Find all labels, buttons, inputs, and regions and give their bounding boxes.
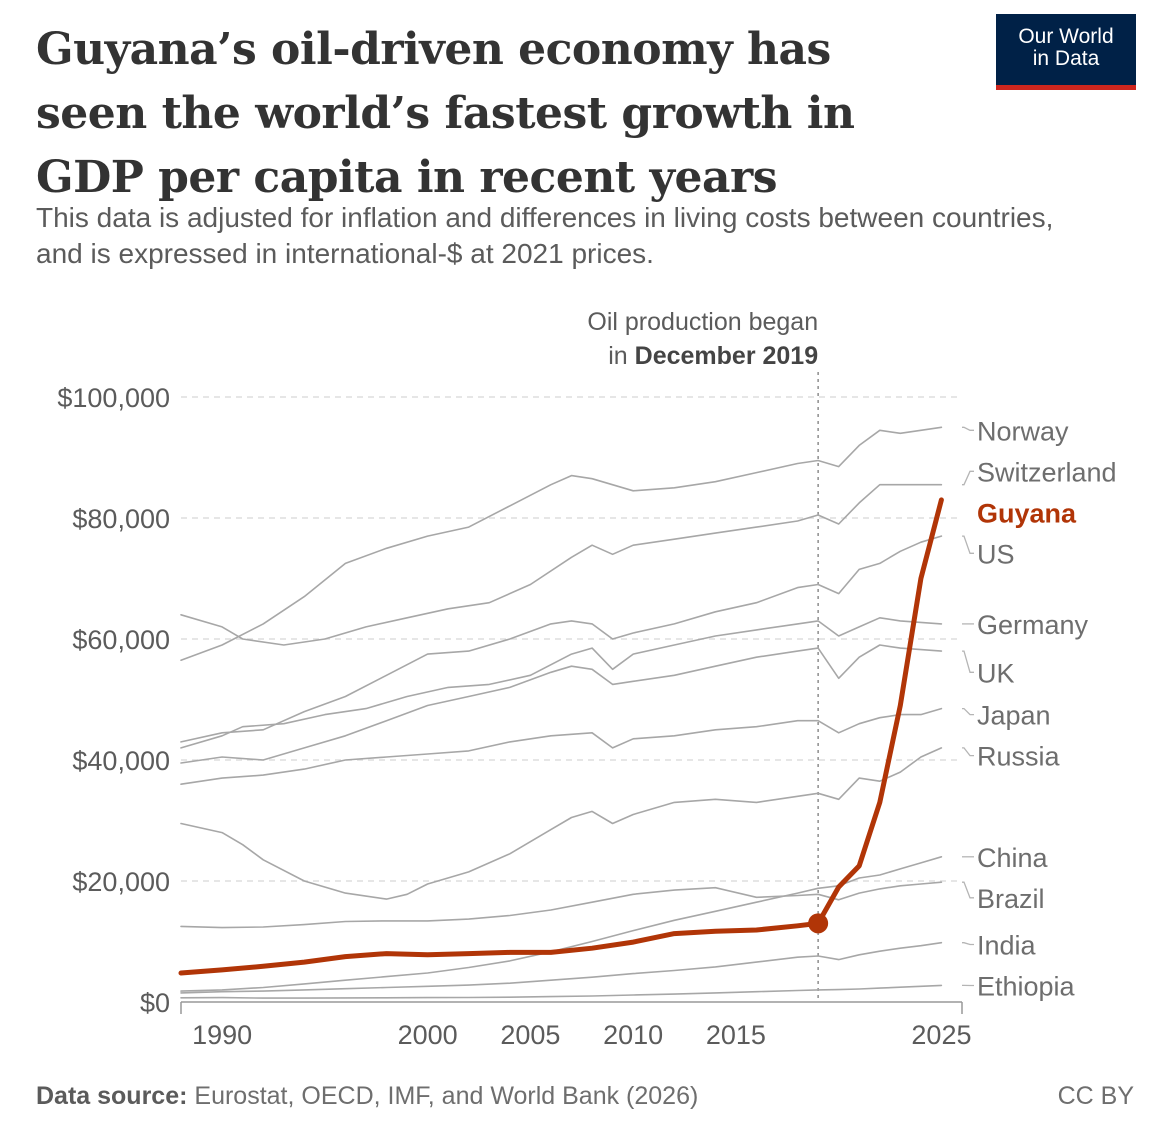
series-label-guyana: Guyana (977, 498, 1077, 528)
owid-logo[interactable]: Our World in Data (996, 14, 1136, 90)
y-tick-label: $100,000 (57, 383, 170, 413)
series-label-japan: Japan (977, 701, 1051, 731)
y-tick-label: $40,000 (72, 746, 170, 776)
y-tick-label: $60,000 (72, 625, 170, 655)
series-label-norway: Norway (977, 416, 1069, 446)
series-line-us (180, 535, 943, 743)
series-label-us: US (977, 539, 1015, 569)
series-line-norway (180, 426, 943, 662)
x-tick-label: 1990 (192, 1020, 252, 1050)
label-connector-brazil (962, 881, 974, 899)
series-line-japan (180, 707, 943, 786)
logo-line-2: in Data (1032, 47, 1100, 70)
guyana-2019-marker (808, 913, 829, 934)
series-label-uk: UK (977, 658, 1015, 688)
label-connector-us (962, 535, 974, 554)
label-connector-uk (962, 650, 974, 673)
series-line-guyana (178, 497, 944, 976)
series-line-germany (180, 616, 943, 749)
y-tick-label: $0 (140, 988, 170, 1018)
label-connector-switzerland (962, 470, 974, 486)
logo-line-1: Our World (1018, 25, 1114, 48)
series-label-ethiopia: Ethiopia (977, 972, 1076, 1002)
data-source-label: Data source: (36, 1082, 188, 1110)
series-label-brazil: Brazil (977, 884, 1045, 914)
series-label-germany: Germany (977, 610, 1089, 640)
series-label-china: China (977, 843, 1049, 873)
license-link[interactable]: CC BY (1057, 1082, 1134, 1110)
series-label-india: India (977, 931, 1037, 961)
data-source: Data source: Eurostat, OECD, IMF, and Wo… (36, 1082, 698, 1111)
series-label-switzerland: Switzerland (977, 457, 1117, 487)
label-connector-india (962, 942, 974, 946)
series-line-china (180, 855, 943, 992)
series-label-russia: Russia (977, 742, 1061, 772)
x-tick-label: 2010 (603, 1020, 663, 1050)
chart-subtitle: This data is adjusted for inflation and … (36, 202, 1054, 269)
label-connector-guyana (962, 500, 970, 512)
series-line-ethiopia (180, 984, 943, 999)
x-tick-label: 2015 (706, 1020, 766, 1050)
series-line-uk (180, 644, 943, 764)
x-tick-label: 2000 (398, 1020, 458, 1050)
series-line-brazil (180, 881, 943, 929)
label-connector-japan (962, 707, 974, 716)
series-line-russia (180, 747, 943, 900)
y-tick-label: $20,000 (72, 867, 170, 897)
x-tick-label: 2005 (500, 1020, 560, 1050)
logo-accent-bar (996, 85, 1136, 90)
y-tick-label: $80,000 (72, 504, 170, 534)
label-connector-russia (962, 747, 974, 757)
label-connector-norway (962, 426, 974, 431)
annotation-line-1: Oil production began (587, 308, 818, 336)
annotation-line-2: in December 2019 (608, 342, 818, 370)
x-tick-label: 2025 (911, 1020, 971, 1050)
data-source-text: Eurostat, OECD, IMF, and World Bank (202… (187, 1082, 699, 1110)
series-line-switzerland (180, 483, 943, 646)
chart-title: Guyana’s oil-driven economy has seen the… (36, 24, 855, 203)
series-line-india (180, 941, 943, 994)
